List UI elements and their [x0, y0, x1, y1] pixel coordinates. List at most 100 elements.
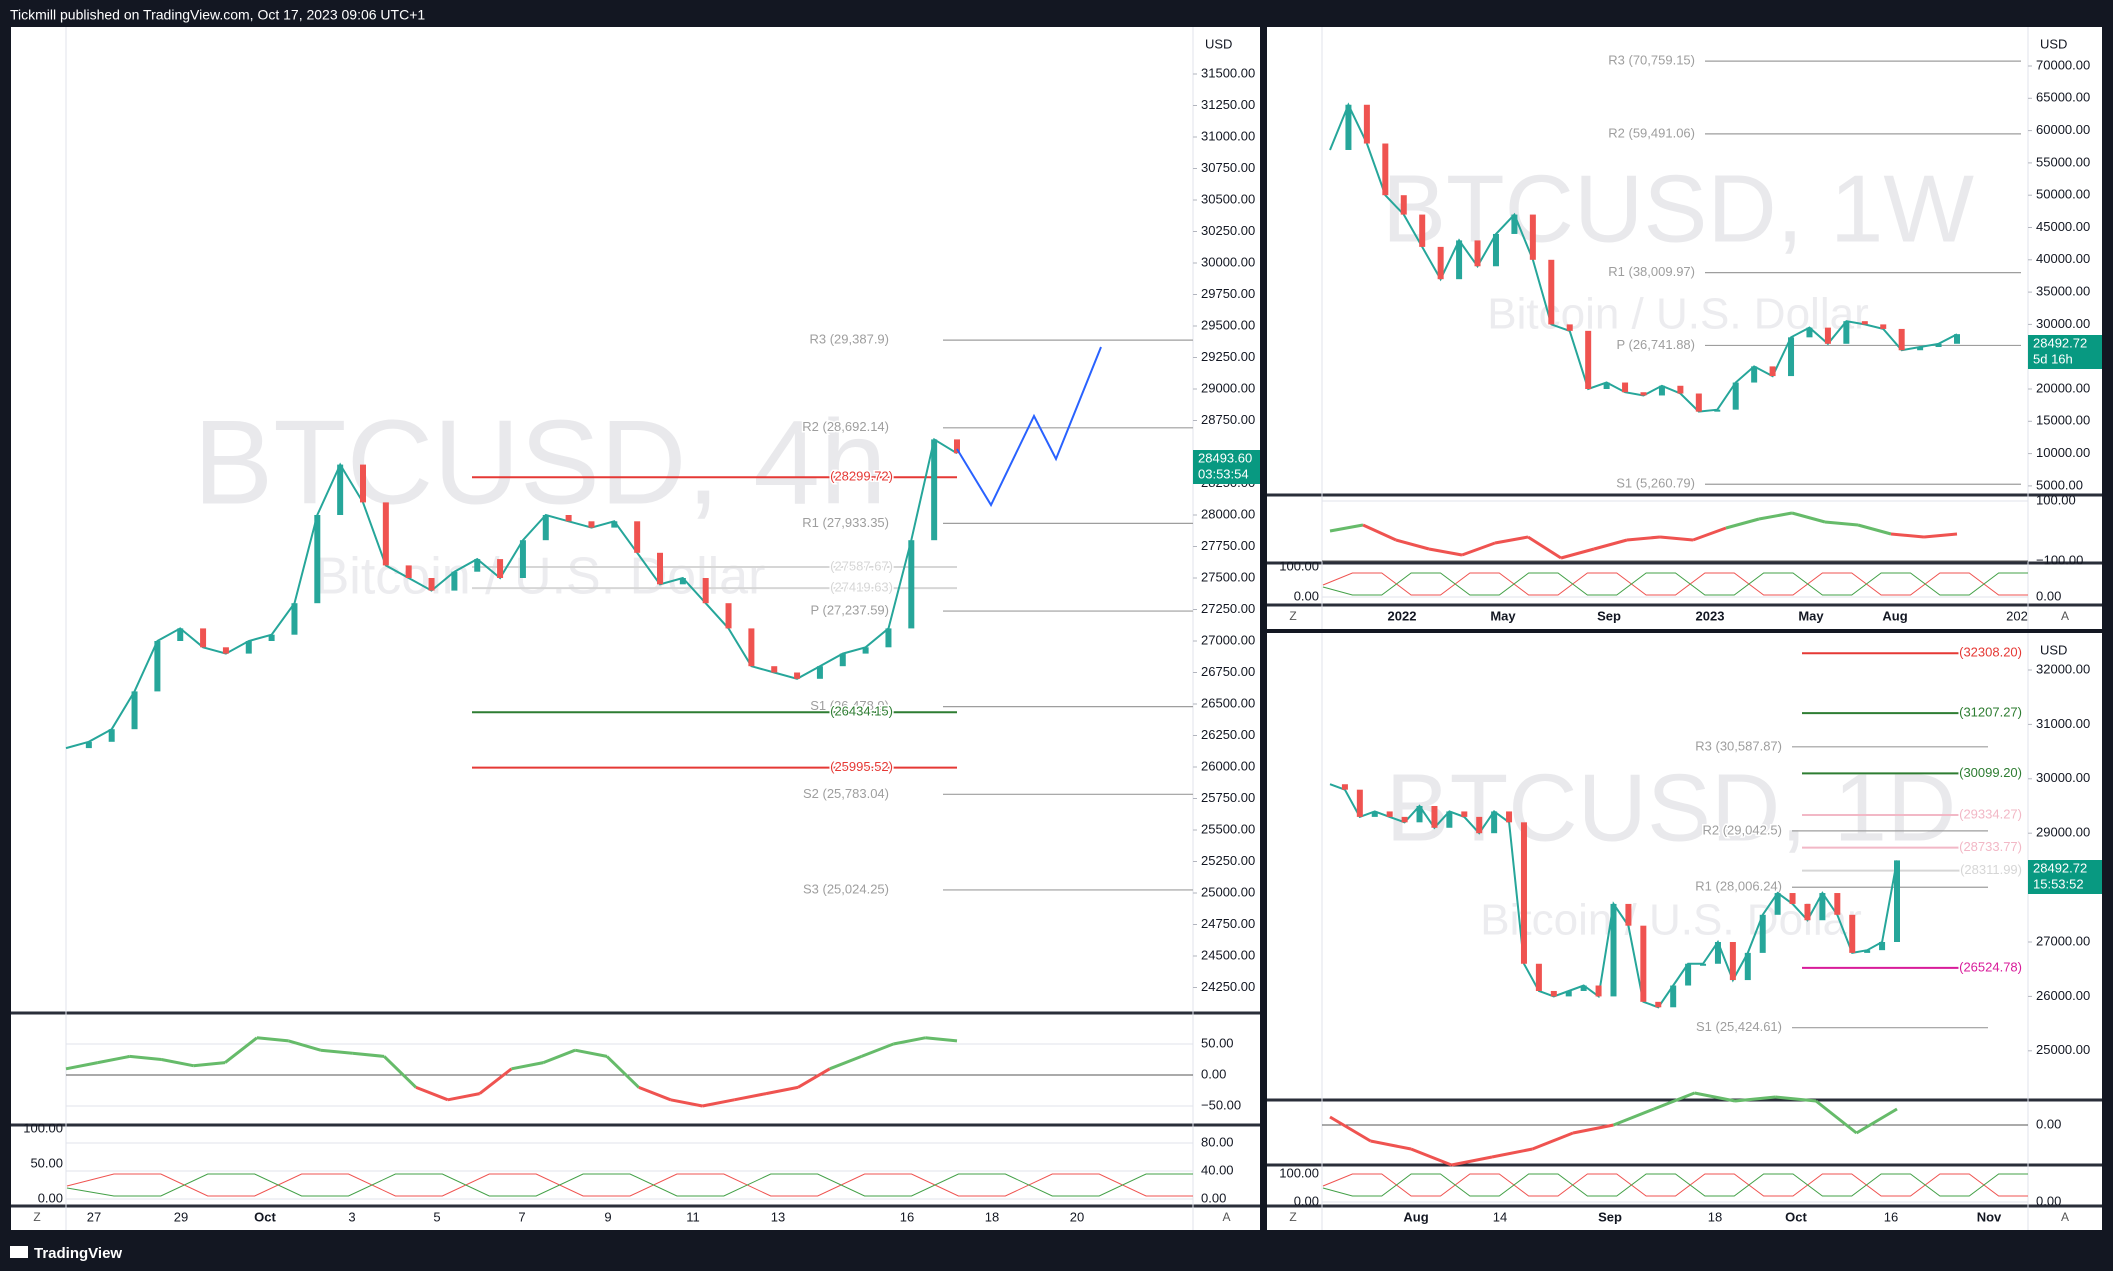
candle [1529, 214, 1536, 260]
price-tick-label: 25000.00 [2036, 1042, 2090, 1057]
level-label: (25995.52) [830, 759, 893, 774]
candle [1714, 409, 1721, 412]
osc2-wave-a [66, 1173, 1193, 1197]
price-tick-label: 25500.00 [1201, 821, 1255, 836]
price-tick-label: 29500.00 [1201, 317, 1255, 332]
osc-line [1923, 532, 1958, 539]
candle [1880, 324, 1887, 329]
scale-button[interactable]: A [2061, 1210, 2069, 1224]
time-label: 11 [686, 1209, 700, 1224]
scale-button[interactable]: Z [33, 1210, 40, 1224]
osc-tick-label: 0.00 [1201, 1066, 1226, 1081]
level-label: (27419.63) [830, 580, 893, 595]
candle [1658, 385, 1665, 396]
candle [222, 647, 229, 654]
osc-tick-label: 50.00 [1201, 1035, 1234, 1050]
osc-line [1451, 1155, 1493, 1167]
price-tick-label: 26000.00 [1201, 758, 1255, 773]
price-tick-label: 27750.00 [1201, 538, 1255, 553]
price-tick-label: 24250.00 [1201, 979, 1255, 994]
candle [1595, 985, 1602, 997]
candle [1714, 942, 1721, 964]
candle [1935, 343, 1942, 348]
watermark-description: Bitcoin / U.S. Dollar [315, 548, 766, 606]
price-tick-label: 5000.00 [2036, 477, 2083, 492]
candle [1834, 893, 1841, 915]
osc-line [1855, 1107, 1898, 1135]
candle [1492, 233, 1499, 267]
candle [519, 540, 526, 578]
time-label: 5 [433, 1209, 440, 1224]
scale-button[interactable]: Z [1289, 609, 1296, 623]
osc-line [511, 1061, 544, 1071]
level-label: P (27,237.59) [810, 603, 889, 618]
scale-button[interactable]: Z [1289, 1210, 1296, 1224]
time-label: 20 [1070, 1209, 1084, 1224]
level-label: (26434.15) [830, 704, 893, 719]
level-label: (26524.78) [1959, 959, 2022, 974]
currency: USD [2040, 36, 2067, 51]
candle [1585, 330, 1592, 389]
candle [1535, 963, 1542, 991]
price-line [1329, 102, 1958, 413]
time-label: 29 [174, 1209, 188, 1224]
time-label: 202 [2006, 608, 2028, 623]
candle [1732, 382, 1739, 410]
last-price-tag [2028, 335, 2102, 369]
candle [1849, 914, 1856, 953]
candle [657, 552, 663, 585]
level-label: (30099.20) [1959, 765, 2022, 780]
osc-line [1531, 1131, 1574, 1151]
header: Tickmill published on TradingView.com, O… [10, 7, 425, 23]
footer-logo [10, 1246, 28, 1258]
candle [908, 540, 915, 629]
osc-line [288, 1039, 321, 1052]
level-label: (29334.27) [1959, 806, 2022, 821]
time-label: Oct [1785, 1209, 1807, 1224]
watermark-symbol: BTCUSD, 1D [1386, 754, 1957, 861]
price-tick-label: 31250.00 [1201, 97, 1255, 112]
osc2-left-tick-label: 50.00 [30, 1155, 63, 1170]
level-label: R3 (30,587.87) [1695, 738, 1782, 753]
candle [1401, 816, 1408, 823]
candle [679, 578, 686, 585]
time-label: 9 [604, 1209, 611, 1224]
price-tick-label: 31500.00 [1201, 65, 1255, 80]
candle [1437, 246, 1444, 280]
candle [1700, 963, 1707, 966]
price-tick-label: 10000.00 [2036, 445, 2090, 460]
scale-button[interactable]: A [1222, 1210, 1230, 1224]
candle [862, 647, 869, 654]
price-tick-label: 30000.00 [2036, 316, 2090, 331]
time-label: Aug [1403, 1209, 1428, 1224]
price-tick-label: 29000.00 [2036, 825, 2090, 840]
candle [1371, 811, 1378, 817]
level-label: R2 (28,692.14) [802, 419, 889, 434]
candle [1917, 347, 1924, 351]
osc-line [65, 1061, 99, 1071]
osc-line [1692, 526, 1727, 542]
candle [542, 515, 549, 541]
candle [1894, 860, 1900, 942]
scale-button[interactable]: A [2061, 609, 2069, 623]
price-tick-label: 35000.00 [2036, 284, 2090, 299]
candle [1610, 903, 1617, 997]
osc-line [542, 1048, 576, 1064]
time-label: 13 [771, 1209, 785, 1224]
osc-line [1758, 511, 1793, 521]
last-price: 28492.72 [2033, 860, 2087, 875]
osc-line [925, 1036, 958, 1043]
candle [1506, 811, 1513, 823]
panel [11, 27, 1260, 1230]
candle [1548, 259, 1555, 325]
osc-line [1775, 1095, 1817, 1103]
price-line [1329, 783, 1898, 1009]
candle [1550, 990, 1557, 997]
osc-tick-label: −100.00 [2036, 552, 2083, 567]
time-label: Sep [1598, 1209, 1622, 1224]
candle [839, 653, 846, 667]
osc2-wave-b [1322, 572, 2028, 596]
time-label: Nov [1977, 1209, 2002, 1224]
candle [816, 666, 823, 679]
